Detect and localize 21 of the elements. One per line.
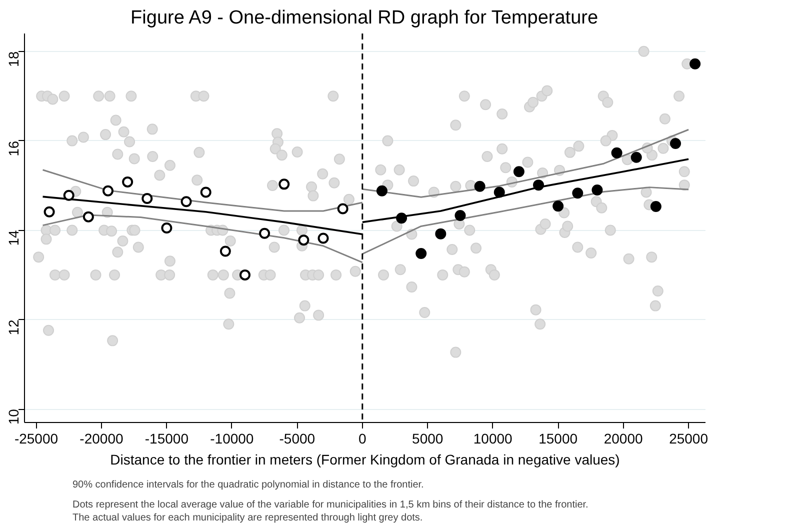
y-tick-label: 14 <box>6 230 22 246</box>
x-tick-label: -5000 <box>279 430 316 446</box>
y-tick-label: 10 <box>6 408 22 425</box>
text: Dots represent the local average value of the variable for municipalities in 1,5 km bins of their distance to the frontier. <box>72 500 588 510</box>
x-tick-label: 10000 <box>473 430 513 446</box>
x-tick-label: 0 <box>358 430 366 446</box>
x-tick-label: 25000 <box>669 430 708 446</box>
x-tick-label: 20000 <box>604 430 643 446</box>
x-tick-label: 5000 <box>412 430 444 446</box>
x-tick-label: 15000 <box>538 430 578 446</box>
chart-title: Figure A9 - One-dimensional RD graph for Temperature <box>130 8 598 28</box>
x-axis-title: Distance to the frontier in meters (Former Kingdom of Granada in negative values) <box>110 452 620 468</box>
x-tick-label: -15000 <box>144 430 189 446</box>
text: The actual values for each municipality are represented through light grey dots. <box>72 512 423 523</box>
x-tick-label: -20000 <box>80 430 124 446</box>
x-tick-label: -10000 <box>210 430 254 446</box>
y-tick-label: 12 <box>6 319 22 336</box>
x-tick-label: -25000 <box>14 430 58 446</box>
y-tick-label: 18 <box>6 51 22 67</box>
y-tick-label: 16 <box>6 140 22 156</box>
text: 90% confidence intervals for the quadratic polynomial in distance to the frontier. <box>72 480 424 490</box>
